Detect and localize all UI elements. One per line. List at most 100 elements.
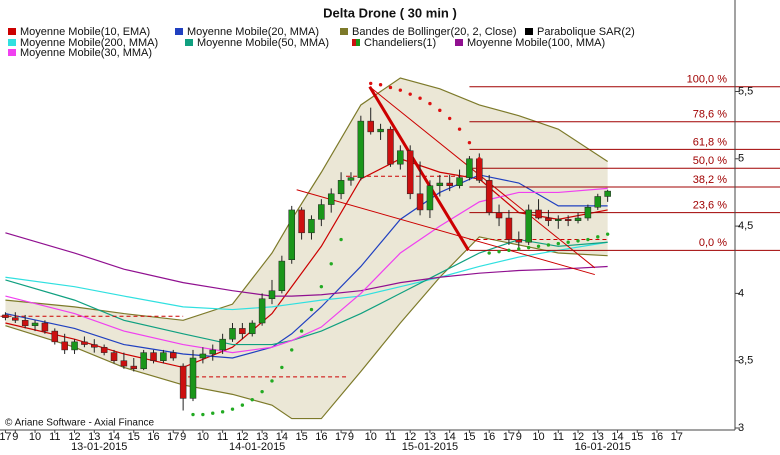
- legend-label: Moyenne Mobile(30, MMA): [20, 47, 152, 59]
- candle-body: [377, 128, 384, 133]
- y-tick-label: 3: [738, 422, 744, 434]
- legend-swatch: [352, 39, 356, 46]
- candle-body: [446, 182, 453, 186]
- sar-dot: [230, 407, 235, 411]
- sar-dot: [596, 235, 600, 239]
- candle-body: [476, 158, 483, 181]
- x-tick-label: 17: [671, 431, 683, 443]
- legend-label: Chandeliers(1): [364, 37, 436, 49]
- sar-dot: [467, 140, 472, 145]
- candle-body: [51, 330, 59, 343]
- candle-body: [515, 239, 523, 243]
- candle-body: [367, 120, 374, 133]
- legend-swatch: [8, 28, 16, 35]
- legend-layer: Moyenne Mobile(10, EMA) Moyenne Mobile(20…: [8, 26, 635, 59]
- sar-dot: [576, 239, 580, 243]
- candle-body: [584, 207, 592, 219]
- candle-body: [337, 180, 345, 195]
- candle-body: [466, 158, 473, 178]
- fibonacci-label: 0,0 %: [699, 237, 727, 249]
- candle-body: [525, 209, 532, 243]
- candle-body: [219, 338, 226, 351]
- candle-body: [81, 341, 88, 345]
- x-tick-label: 12: [404, 431, 416, 443]
- legend-swatch: [185, 39, 193, 46]
- candle-body: [278, 260, 286, 291]
- legend-label: Moyenne Mobile(50, MMA): [197, 37, 329, 49]
- candle-body: [12, 317, 19, 321]
- legend-label: Parabolique SAR(2): [537, 26, 635, 38]
- trend-line: [296, 189, 595, 276]
- x-tick-label: 9: [348, 431, 354, 443]
- x-tick-label: 17: [335, 431, 347, 443]
- sar-dot: [605, 232, 610, 236]
- candle-body: [150, 352, 157, 361]
- sar-layer: [191, 81, 610, 417]
- x-tick-label: 10: [197, 431, 209, 443]
- candle-body: [100, 346, 108, 353]
- candle-body: [130, 365, 138, 370]
- sar-dot: [211, 411, 215, 415]
- trend-line: [368, 86, 470, 252]
- legend-label: Moyenne Mobile(20, MMA): [187, 26, 319, 38]
- sar-dot: [240, 403, 245, 407]
- x-tick-label: 13: [88, 431, 100, 443]
- sar-dot: [517, 247, 521, 251]
- x-tick-label: 16: [483, 431, 495, 443]
- sar-dot: [388, 85, 393, 90]
- sar-dot: [270, 379, 274, 383]
- x-tick-label: 14: [444, 431, 456, 443]
- fibonacci-label: 23,6 %: [693, 200, 727, 212]
- legend-label: Bandes de Bollinger(20, 2, Close): [352, 26, 516, 38]
- sar-dot: [418, 96, 422, 100]
- sar-dot: [438, 108, 442, 113]
- candle-body: [239, 328, 246, 335]
- candle-body: [189, 357, 197, 399]
- candle-body: [31, 322, 39, 326]
- y-tick-label: 4: [738, 287, 744, 299]
- sar-dot: [507, 248, 511, 253]
- candle-body: [71, 341, 78, 351]
- x-tick-label: 15: [631, 431, 643, 443]
- legend-swatch: [455, 39, 463, 46]
- sar-dot: [201, 412, 205, 417]
- annotation-layer: 100,0 % 78,6 % 61,8 % 50,0 % 38,2 % 23,6 % 0,0…: [0, 74, 780, 378]
- candle-body: [505, 217, 513, 240]
- x-tick-label: 16: [315, 431, 327, 443]
- candle-body: [574, 217, 582, 221]
- legend-swatch: [8, 49, 16, 56]
- candle-body: [21, 320, 29, 326]
- candle-body: [327, 193, 335, 205]
- fibonacci-label: 78,6 %: [693, 109, 727, 121]
- sar-dot: [477, 157, 482, 161]
- x-tick-label: 12: [68, 431, 80, 443]
- moving-average: [5, 238, 608, 346]
- candle-layer: [2, 107, 611, 411]
- sar-dot: [339, 237, 343, 242]
- y-tick-label: 5: [738, 153, 744, 165]
- x-tick-label: 11: [49, 431, 60, 443]
- sar-dot: [280, 365, 284, 370]
- candle-body: [209, 349, 217, 355]
- x-tick-label: 10: [29, 431, 41, 443]
- sar-dot: [497, 249, 501, 254]
- legend-swatch: [8, 39, 16, 46]
- candle-body: [258, 298, 266, 324]
- candle-body: [495, 212, 503, 219]
- candle-body: [160, 352, 167, 361]
- candle-body: [140, 352, 147, 370]
- candle-body: [564, 219, 572, 221]
- moving-average: [5, 174, 608, 359]
- candle-body: [268, 290, 276, 300]
- x-tick-label: 15: [128, 431, 140, 443]
- legend-label: Moyenne Mobile(200, MMA): [20, 37, 158, 49]
- candle-body: [2, 314, 9, 318]
- x-tick-label: 9: [12, 431, 18, 443]
- sar-dot: [566, 240, 570, 244]
- candle-body: [288, 209, 295, 260]
- sar-dot: [487, 251, 491, 255]
- candle-body: [555, 219, 562, 221]
- y-tick-label: 3,5: [738, 355, 753, 367]
- candle-body: [436, 182, 444, 186]
